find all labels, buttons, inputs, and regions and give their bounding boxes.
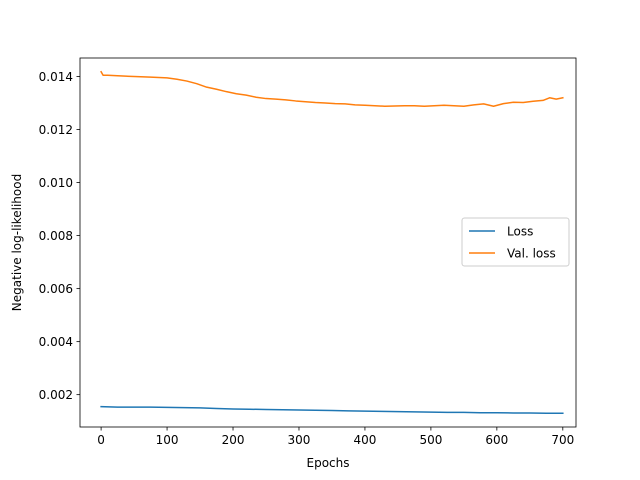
series-line-loss	[100, 405, 564, 414]
legend: Loss Val. loss	[461, 217, 570, 267]
x-axis-title: Epochs	[307, 456, 350, 470]
x-tick-label: 0	[97, 433, 105, 447]
y-tick-label: 0.008	[39, 229, 73, 243]
x-tick-label: 300	[288, 433, 311, 447]
legend-label: Val. loss	[507, 247, 556, 261]
x-tick-label: 600	[485, 433, 508, 447]
legend-box	[461, 217, 570, 267]
series-line-val-loss	[100, 70, 564, 107]
x-axis-ticks: 0 100 200 300 400 500 600 700	[97, 427, 574, 447]
y-tick-label: 0.006	[39, 282, 73, 296]
y-tick-label: 0.014	[39, 70, 73, 84]
y-tick-label: 0.012	[39, 123, 73, 137]
x-tick-label: 100	[156, 433, 179, 447]
x-tick-label: 700	[551, 433, 574, 447]
y-tick-label: 0.002	[39, 388, 73, 402]
legend-label: Loss	[507, 225, 533, 239]
y-tick-label: 0.010	[39, 176, 73, 190]
x-tick-label: 200	[222, 433, 245, 447]
plot-lines	[100, 70, 564, 414]
x-tick-label: 400	[353, 433, 376, 447]
y-tick-label: 0.004	[39, 335, 73, 349]
y-axis-ticks: 0.002 0.004 0.006 0.008 0.010 0.012 0.014	[39, 70, 80, 402]
y-axis-title: Negative log-likelihood	[10, 174, 24, 311]
axes-frame	[79, 57, 577, 428]
x-tick-label: 500	[419, 433, 442, 447]
